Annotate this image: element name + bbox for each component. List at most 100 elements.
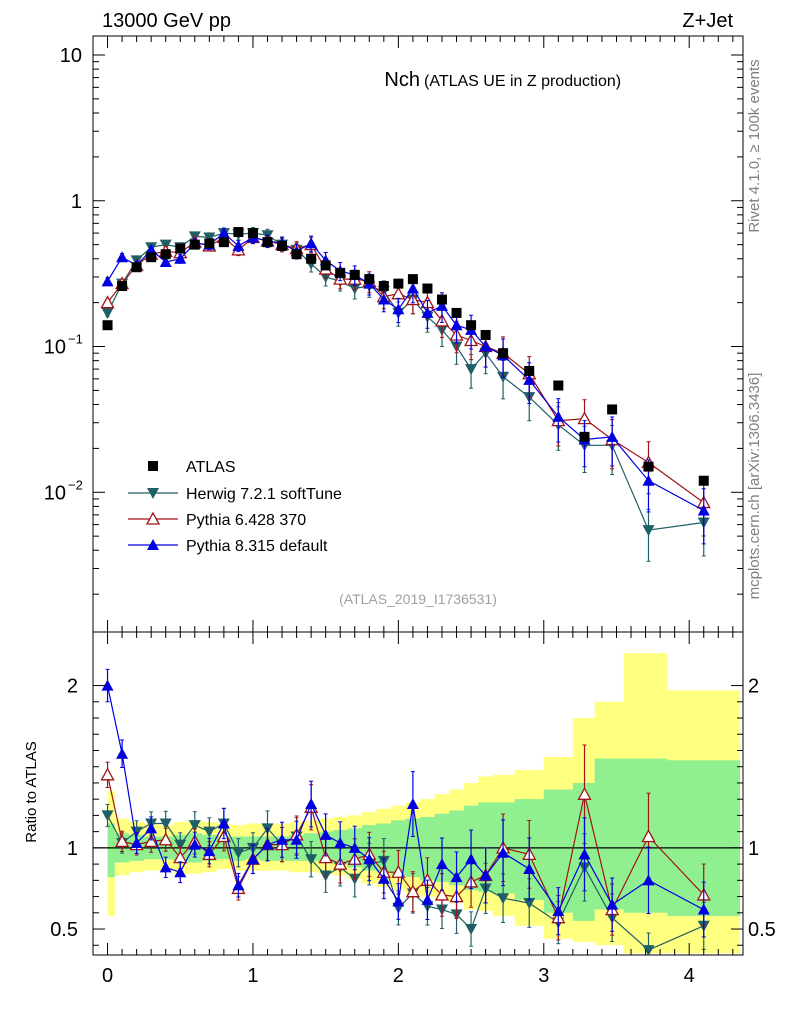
data-point-pythia8 <box>697 504 710 516</box>
ratio-y-tick-label-left: 2 <box>67 676 78 698</box>
ratio-point-pythia8 <box>479 869 492 881</box>
series-line-pythia8 <box>106 232 704 512</box>
ratio-point-pythia8 <box>450 871 463 883</box>
y-tick-label: 10 <box>60 45 82 67</box>
ratio-y-tick-label-right: 1 <box>748 838 759 860</box>
data-point-atlas <box>698 475 709 486</box>
data-point-pythia8 <box>145 243 158 255</box>
ratio-y-tick-label-right: 0.5 <box>748 919 776 941</box>
data-point-atlas <box>579 431 590 442</box>
ratio-point-pythia8 <box>101 679 114 691</box>
ratio-point-herwig <box>188 820 201 832</box>
legend-marker-herwig <box>147 488 159 499</box>
data-point-atlas <box>146 252 157 263</box>
ratio-point-pythia8 <box>276 833 289 845</box>
ratio-point-pythia8 <box>145 822 158 834</box>
ratio-point-pythia8 <box>578 848 591 860</box>
ratio-plot-frame <box>92 631 744 956</box>
data-point-atlas <box>175 243 186 254</box>
ratio-point-herwig <box>523 898 536 910</box>
data-point-pythia8 <box>392 303 405 315</box>
ratio-point-pythia8 <box>497 846 510 858</box>
ratio-point-pythia8 <box>348 841 361 853</box>
data-point-atlas <box>393 278 404 289</box>
data-point-atlas <box>480 329 491 340</box>
ratio-point-herwig <box>174 839 187 851</box>
ratio-point-pythia6 <box>144 834 159 848</box>
ratio-point-pythia8 <box>319 828 332 840</box>
ratio-point-pythia8 <box>435 858 448 870</box>
ratio-point-pythia6 <box>391 864 406 878</box>
data-point-pythia8 <box>435 299 448 311</box>
data-point-herwig <box>642 525 655 537</box>
ratio-point-pythia8 <box>606 898 619 910</box>
data-point-herwig <box>203 232 216 244</box>
ratio-point-pythia6 <box>405 884 421 898</box>
data-point-atlas <box>349 269 360 280</box>
x-tick-label: 0 <box>102 965 113 987</box>
data-point-atlas <box>407 274 418 285</box>
data-point-pythia8 <box>377 293 390 305</box>
legend-label-herwig: Herwig 7.2.1 softTune <box>186 486 342 503</box>
rivet-label: Rivet 4.1.0, ≥ 100k events <box>746 59 763 232</box>
ratio-point-pythia8 <box>363 853 376 865</box>
ratio-point-pythia8 <box>159 861 172 873</box>
legend-marker-pythia6 <box>145 511 161 525</box>
legend: ATLAS Herwig 7.2.1 softTune Pythia 6.428 3… <box>128 459 342 555</box>
data-point-pythia8 <box>552 410 565 422</box>
ratio-point-pythia8 <box>290 833 303 845</box>
ratio-point-pythia8 <box>642 874 655 886</box>
ratio-series-pythia8 <box>101 668 710 938</box>
ratio-point-herwig <box>642 945 655 955</box>
data-point-atlas <box>466 320 477 331</box>
data-point-pythia8 <box>450 319 463 331</box>
data-point-atlas <box>233 227 244 238</box>
data-point-atlas <box>277 240 288 251</box>
ratio-point-pythia8 <box>552 905 565 917</box>
ratio-ylabel: Ratio to ATLAS <box>23 741 40 842</box>
x-tick-label: 1 <box>247 965 258 987</box>
ratio-point-herwig <box>232 847 245 859</box>
process-label: Z+Jet <box>682 10 733 32</box>
ratio-point-herwig <box>465 924 478 936</box>
data-point-pythia6 <box>100 295 115 309</box>
ratio-point-pythia8 <box>697 903 710 915</box>
legend-label-atlas: ATLAS <box>186 459 236 476</box>
data-point-atlas <box>320 260 331 271</box>
data-point-atlas <box>189 239 200 250</box>
data-point-pythia8 <box>159 256 172 268</box>
x-tick-label: 3 <box>538 965 549 987</box>
y-tick-exponent: −2 <box>68 477 83 492</box>
legend-label-pythia6: Pythia 6.428 370 <box>186 512 306 529</box>
ratio-point-pythia6 <box>114 834 130 848</box>
ratio-line-herwig <box>106 815 704 951</box>
ratio-point-pythia6 <box>318 850 333 864</box>
ratio-point-pythia6 <box>577 786 592 800</box>
data-point-atlas <box>204 238 215 249</box>
ratio-point-pythia8 <box>188 838 201 850</box>
ratio-y-tick-label-left: 1 <box>67 838 78 860</box>
ratio-point-pythia8 <box>421 893 434 905</box>
ratio-y-tick-label-left: 0.5 <box>50 919 78 941</box>
data-point-atlas <box>306 253 317 264</box>
data-point-pythia8 <box>523 373 536 385</box>
ratio-point-pythia8 <box>465 853 478 865</box>
x-tick-label: 4 <box>684 965 695 987</box>
data-point-atlas <box>291 249 302 260</box>
data-point-atlas <box>160 249 171 260</box>
ratio-point-pythia8 <box>130 837 143 849</box>
ratio-point-herwig <box>101 810 114 822</box>
data-point-pythia8 <box>406 282 419 294</box>
ratio-point-pythia8 <box>377 872 390 884</box>
ratio-point-pythia6 <box>434 887 450 901</box>
ratio-point-herwig <box>159 818 172 830</box>
ratio-point-pythia8 <box>246 853 259 865</box>
ratio-point-herwig <box>497 893 510 905</box>
data-point-pythia6 <box>391 286 406 300</box>
ratio-point-pythia8 <box>116 747 129 759</box>
data-point-pythia8 <box>174 252 187 264</box>
ratio-point-pythia8 <box>392 895 405 907</box>
series-atlas <box>102 227 709 486</box>
data-point-atlas <box>607 404 618 415</box>
